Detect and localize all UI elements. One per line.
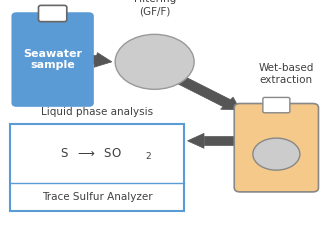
Text: 2: 2 xyxy=(145,152,151,161)
Polygon shape xyxy=(91,55,97,64)
Text: Seawater
sample: Seawater sample xyxy=(23,49,82,70)
FancyBboxPatch shape xyxy=(13,13,93,106)
Polygon shape xyxy=(177,76,231,107)
Text: Trace Sulfur Analyzer: Trace Sulfur Analyzer xyxy=(42,192,152,202)
Text: Liquid phase analysis: Liquid phase analysis xyxy=(41,107,153,117)
Text: S  $\longrightarrow$  SO: S $\longrightarrow$ SO xyxy=(60,147,121,160)
Bar xyxy=(10,124,184,211)
Polygon shape xyxy=(188,133,204,148)
Text: Wet-based
extraction: Wet-based extraction xyxy=(259,63,314,85)
Ellipse shape xyxy=(253,138,300,170)
FancyBboxPatch shape xyxy=(234,104,318,192)
Text: Filtering
(GF/F): Filtering (GF/F) xyxy=(134,0,176,16)
Polygon shape xyxy=(204,136,234,145)
FancyBboxPatch shape xyxy=(263,98,290,113)
Polygon shape xyxy=(220,97,240,110)
Polygon shape xyxy=(94,53,112,67)
FancyBboxPatch shape xyxy=(38,5,67,22)
Circle shape xyxy=(115,34,194,89)
